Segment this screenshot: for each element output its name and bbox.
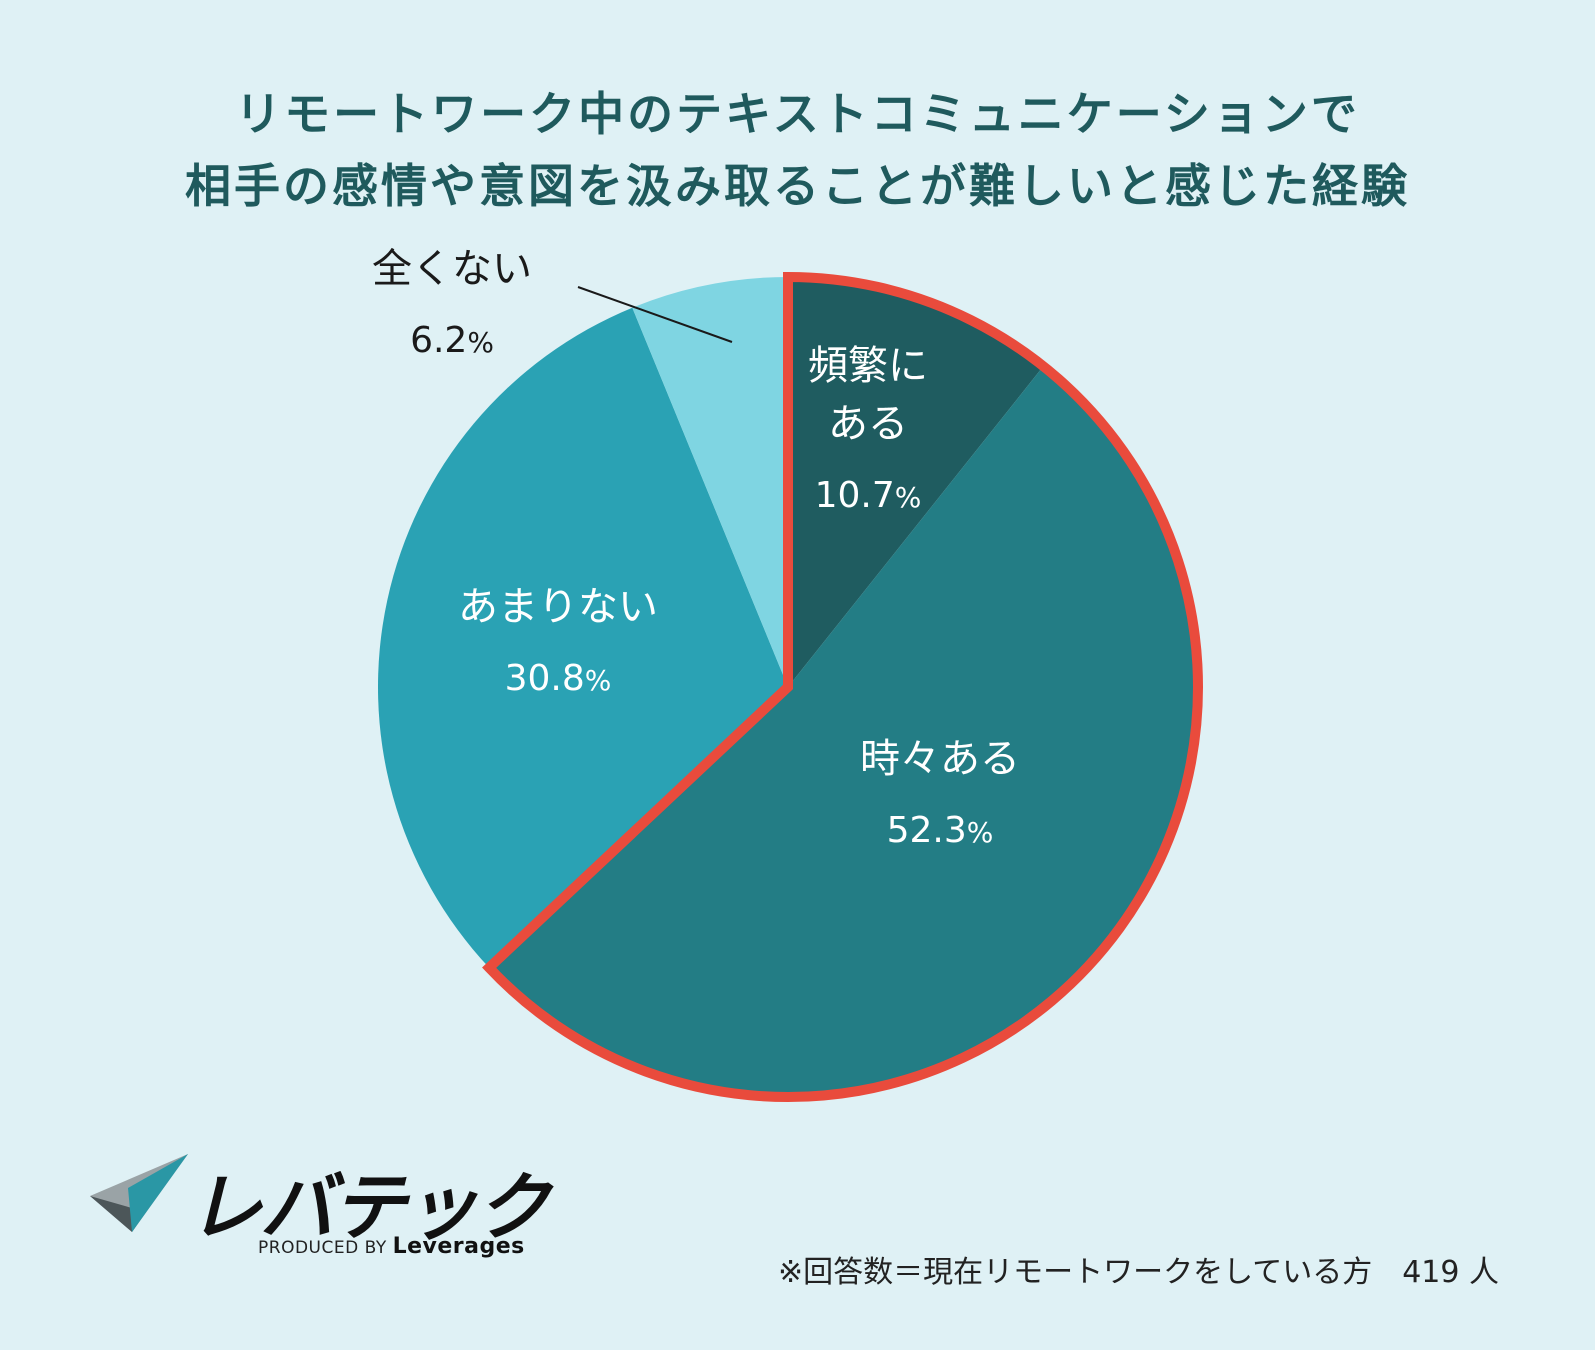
slice-label-name: ある	[828, 401, 908, 447]
pie-slice-1	[489, 366, 1199, 1098]
slice-label-name: 頻繁に	[808, 343, 928, 389]
chart-title: リモートワーク中のテキストコミュニケーションで 相手の感情や意図を汲み取ることが…	[0, 78, 1595, 222]
logo-produced-by: PRODUCED BY Leverages	[258, 1234, 525, 1259]
pie-slice-2	[378, 307, 788, 968]
slice-value: 30.8%	[504, 658, 612, 699]
slice-label-name: 全くない	[372, 246, 532, 292]
slice-label-2: あまりない 30.8%	[458, 578, 658, 710]
logo-mark-icon	[90, 1154, 188, 1232]
slice-value: 6.2%	[410, 320, 494, 361]
slice-label-0: 頻繁にある 10.7%	[808, 337, 928, 527]
footnote: ※回答数＝現在リモートワークをしている方 419 人	[777, 1255, 1499, 1290]
slice-label-name: あまりない	[458, 584, 658, 630]
title-line-2: 相手の感情や意図を汲み取ることが難しいと感じた経験	[185, 159, 1410, 213]
pie-slice-3	[632, 277, 788, 687]
slice-value: 10.7%	[814, 475, 922, 516]
pie-slice-0	[788, 277, 1044, 687]
slice-label-1: 時々ある 52.3%	[860, 730, 1020, 862]
leader-line	[577, 286, 733, 343]
produced-by-text: PRODUCED BY	[258, 1238, 387, 1258]
highlight-outline	[482, 271, 1203, 1102]
logo-wordmark: レバテック	[188, 1165, 550, 1251]
slice-value: 52.3%	[886, 810, 994, 851]
title-line-1: リモートワーク中のテキストコミュニケーションで	[235, 87, 1360, 141]
slice-label-name: 時々ある	[860, 736, 1020, 782]
levtech-logo: レバテック PRODUCED BY Leverages	[88, 1148, 550, 1259]
slice-label-3: 全くない 6.2%	[372, 240, 532, 372]
brand-name: Leverages	[392, 1234, 525, 1259]
